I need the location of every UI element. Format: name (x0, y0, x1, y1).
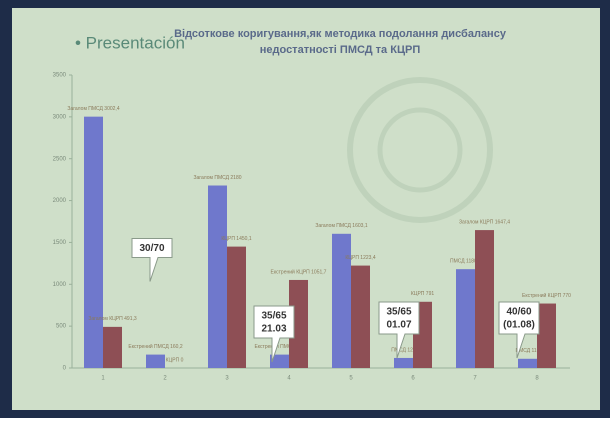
bar (208, 186, 227, 368)
y-tick-label: 2500 (53, 156, 67, 162)
bar (351, 266, 370, 368)
data-label: Екстрений КЦРП 1051,7 (271, 268, 327, 275)
data-label: Загалом ПМСД 2180 (193, 175, 241, 181)
data-label: КЦРП 791 (411, 291, 434, 297)
bar (146, 355, 165, 368)
y-tick-label: 1500 (53, 240, 67, 246)
bar (518, 359, 537, 368)
y-tick-label: 3000 (53, 114, 67, 120)
chart-title: Відсоткове коригування,як методика подол… (174, 28, 507, 40)
chart-subtitle: недостатності ПМСД та КЦРП (260, 44, 421, 56)
data-label: КЦРП 0 (166, 357, 184, 363)
data-label: КЦРП 1223,4 (345, 255, 375, 261)
y-tick-label: 2000 (53, 198, 67, 204)
callout-text: (01.08) (503, 320, 535, 331)
y-tick-label: 500 (56, 324, 67, 330)
data-label: Загалом ПМСД 1603,1 (315, 223, 367, 229)
data-label: Екстрений КЦРП 770 (522, 292, 571, 299)
bar (475, 230, 494, 368)
bar (84, 117, 103, 368)
bar (537, 304, 556, 368)
bar (103, 327, 122, 368)
callout-text: 21.03 (261, 324, 286, 335)
bar (394, 358, 413, 368)
callout-text: 30/70 (139, 243, 164, 254)
callout-text: 01.07 (386, 320, 411, 331)
y-tick-label: 1000 (53, 282, 67, 288)
callout-text: 35/65 (386, 307, 411, 318)
data-label: Загалом ПМСД 3002,4 (67, 106, 119, 112)
data-label: Загалом КЦРП 491,3 (88, 316, 137, 322)
header: • Presentación (75, 33, 185, 52)
bar (456, 269, 475, 368)
slide-photo: • Presentación Відсоткове коригування,як… (0, 0, 610, 418)
data-label: КЦРП 1450,1 (221, 236, 251, 242)
callout-text: 35/65 (261, 311, 286, 322)
data-label: Загалом КЦРП 1647,4 (459, 219, 510, 225)
callout-text: 40/60 (506, 307, 531, 318)
data-label: Екстрений ПМСД 160,2 (128, 343, 182, 350)
bar (227, 247, 246, 368)
y-tick-label: 3500 (53, 73, 67, 79)
data-label: ПМСД 120 (391, 347, 416, 353)
